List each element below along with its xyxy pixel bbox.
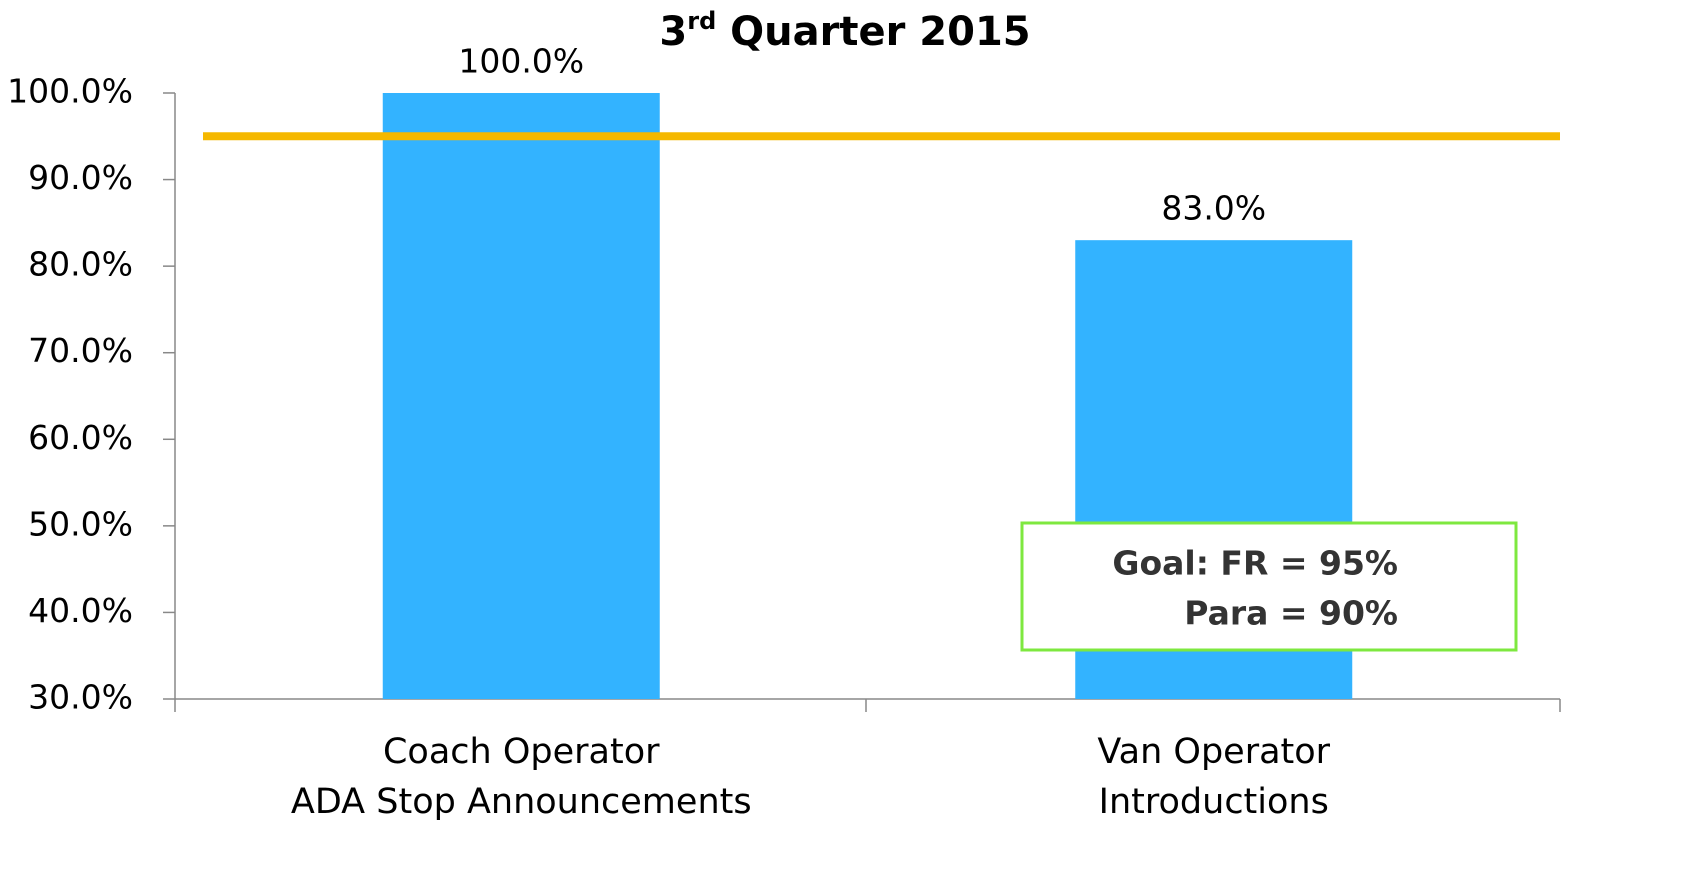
- annotation-box: [1020, 521, 1518, 652]
- bar: [382, 93, 660, 699]
- x-tick-label: Van Operator Introductions: [1097, 732, 1330, 822]
- annotation-text: Para = 90%: [1184, 594, 1398, 633]
- chart-title: 3rd Quarter 2015: [659, 7, 1030, 55]
- value-label: 100.0%: [458, 42, 584, 81]
- y-tick-label: 50.0%: [28, 504, 133, 543]
- value-label: 83.0%: [1161, 189, 1266, 228]
- y-tick-label: 60.0%: [28, 418, 133, 457]
- y-tick-label: 70.0%: [28, 331, 133, 370]
- y-tick-label: 90.0%: [28, 158, 133, 197]
- x-tick-label: Coach Operator ADA Stop Announcements: [291, 732, 752, 822]
- y-tick-label: 40.0%: [28, 591, 133, 630]
- annotation-text: Goal: FR = 95%: [1112, 544, 1398, 583]
- y-tick-label: 80.0%: [28, 245, 133, 284]
- y-tick-label: 100.0%: [7, 72, 133, 111]
- y-tick-label: 30.0%: [28, 678, 133, 717]
